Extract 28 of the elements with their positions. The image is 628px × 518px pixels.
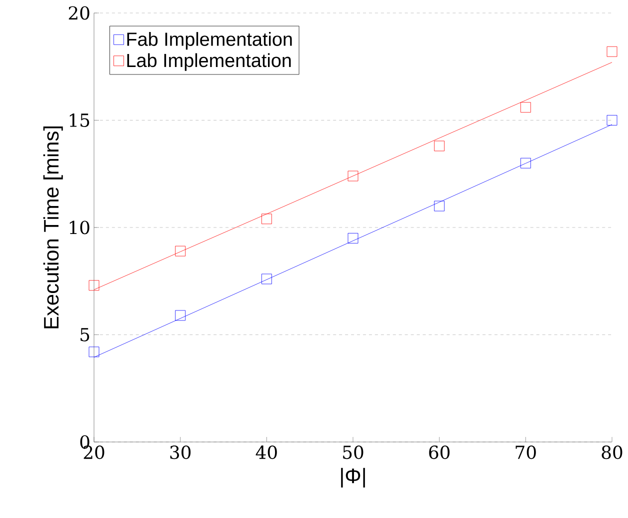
point [434, 140, 445, 152]
x-tick-label: 70 [516, 446, 536, 460]
y-tick-label: 10 [70, 220, 90, 234]
x-tick-label: 30 [170, 446, 191, 460]
point [520, 102, 531, 113]
x-tick-label: 60 [429, 446, 450, 460]
y-tick-label: 5 [80, 328, 90, 342]
point [348, 170, 358, 182]
point [261, 274, 272, 284]
x-tick-label: 40 [256, 446, 277, 460]
x-axis-title: |Φ| [341, 468, 365, 488]
x-tick-label: 80 [602, 446, 622, 460]
y-tick-label: 15 [70, 113, 90, 128]
point [88, 346, 100, 358]
point [606, 115, 618, 126]
x-tick-label: 50 [343, 446, 364, 460]
point [175, 310, 186, 321]
point [88, 280, 100, 291]
y-tick-label: 20 [68, 6, 90, 20]
point [175, 246, 186, 256]
y-axis-title: Execution Time [mins] [43, 126, 63, 328]
point [520, 158, 531, 168]
point [261, 214, 272, 224]
legend-label: Lab Implementation [127, 53, 291, 71]
point [434, 200, 445, 212]
point [606, 46, 618, 57]
legend-label: Fab Implementation [127, 32, 292, 50]
point [348, 233, 358, 244]
